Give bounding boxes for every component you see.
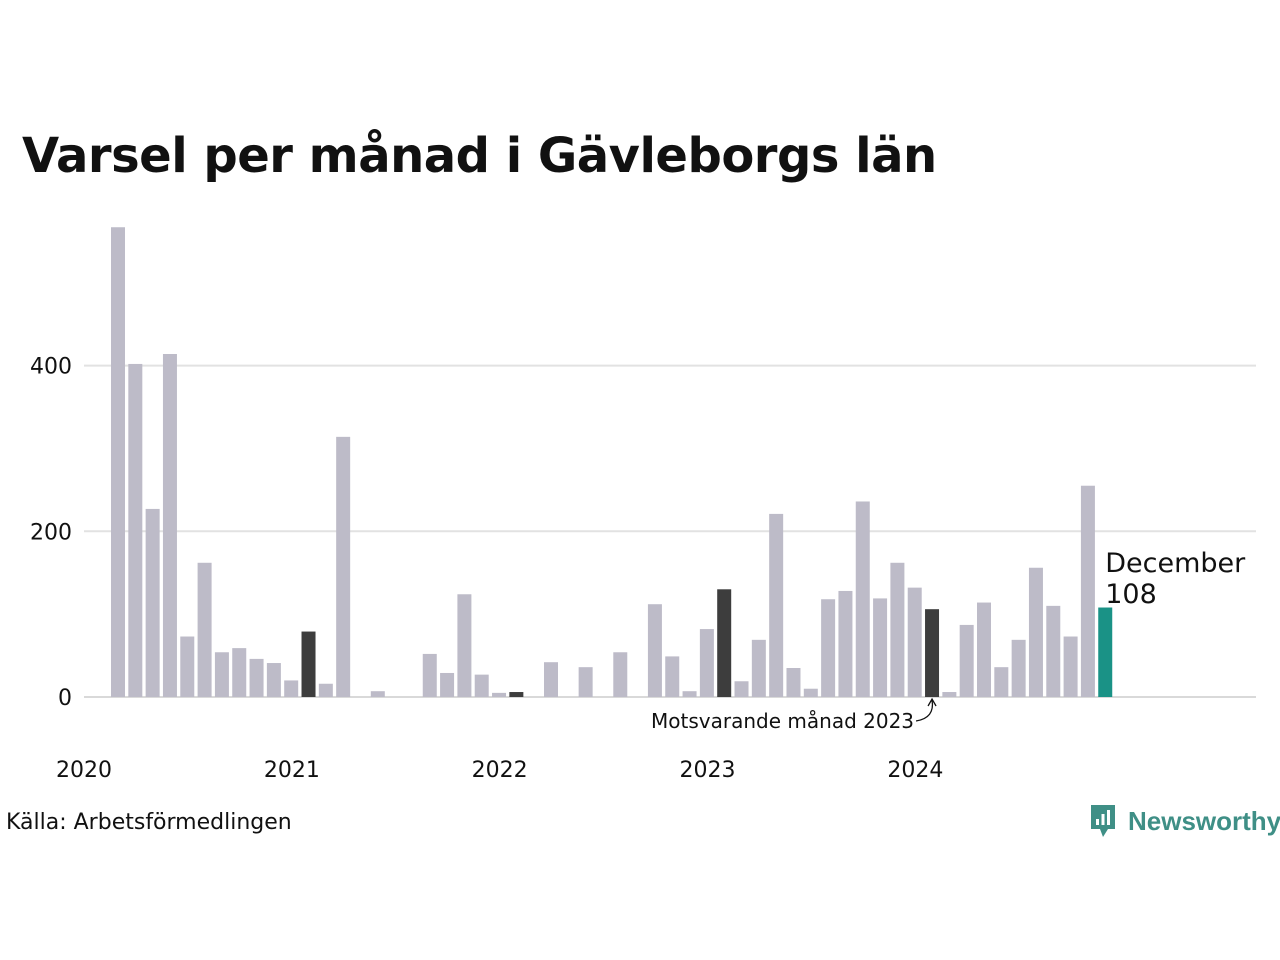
x-tick-label-2020: 2020 [56, 758, 112, 783]
bar-2022-09 [665, 656, 680, 697]
bar-2023-11 [907, 587, 922, 697]
bar-2023-02 [751, 639, 766, 697]
bar-2020-04 [162, 354, 177, 697]
bar-2020-05 [180, 636, 195, 697]
bar-2021-08 [440, 672, 455, 697]
bar-2023-12 [925, 609, 940, 697]
x-tick-label-2024: 2024 [887, 758, 943, 783]
source-label: Källa: Arbetsförmedlingen [6, 810, 292, 835]
bar-2022-12 [717, 589, 732, 697]
bar-2021-11 [492, 692, 507, 697]
bar-2024-06 [1028, 567, 1043, 697]
bar-2020-02 [128, 363, 143, 697]
bar-2023-01 [734, 681, 749, 697]
bar-2024-04 [994, 667, 1009, 697]
annotation-arrow [915, 699, 934, 722]
bar-2022-11 [699, 629, 714, 697]
annotation-arrowhead [927, 697, 937, 707]
bar-2024-08 [1063, 636, 1078, 697]
x-tick-label-2021: 2021 [264, 758, 320, 783]
bar-2020-01 [111, 227, 125, 698]
bar-2024-05 [1011, 639, 1026, 697]
bar-2021-01 [318, 683, 333, 697]
y-tick-label: 0 [58, 686, 72, 711]
bar-2024-09 [1080, 485, 1095, 697]
bar-chart-speech-bubble-icon [1091, 805, 1115, 837]
bar-2023-03 [769, 513, 784, 697]
callout-month-label: December [1105, 548, 1246, 579]
bar-2024-07 [1046, 605, 1061, 697]
bar-2020-09 [249, 658, 264, 697]
bar-2022-04 [578, 667, 593, 697]
x-tick-label-2022: 2022 [472, 758, 528, 783]
bar-2022-10 [682, 691, 697, 697]
x-tick-label-2023: 2023 [680, 758, 736, 783]
bar-2022-08 [647, 604, 662, 697]
bar-2023-05 [803, 688, 818, 697]
gridlines [84, 364, 1256, 698]
bar-2023-10 [890, 562, 905, 697]
bar-2022-02 [544, 662, 558, 697]
bar-2021-04 [370, 691, 385, 697]
x-axis-ticks: 2020 2021 2022 2023 2024 [56, 758, 943, 783]
callout-value-label: 108 [1105, 579, 1157, 610]
bar-2024-03 [977, 602, 991, 697]
bar-2023-06 [821, 599, 836, 697]
bar-2021-07 [422, 653, 437, 697]
bar-2020-10 [266, 663, 281, 697]
bar-2021-10 [474, 674, 489, 697]
bar-2021-12 [509, 692, 524, 697]
bar-2024-01 [942, 692, 957, 697]
bar-2024-02 [959, 624, 974, 697]
brand-name: Newsworthy [1128, 805, 1280, 836]
bar-2023-08 [855, 501, 870, 697]
bar-2020-06 [197, 562, 212, 697]
bar-2023-04 [786, 668, 801, 697]
bar-2020-03 [145, 508, 160, 697]
bar-2020-08 [232, 648, 247, 697]
y-tick-label: 200 [30, 520, 72, 545]
annotation: Motsvarande månad 2023 [651, 697, 937, 733]
y-axis-ticks: 0 200 400 [30, 355, 72, 711]
y-tick-label: 400 [30, 355, 72, 380]
bars [111, 227, 1113, 698]
bar-2024-10 [1098, 607, 1113, 697]
bar-2023-07 [838, 590, 853, 697]
annotation-label: Motsvarande månad 2023 [651, 709, 914, 733]
bar-2020-12 [301, 631, 316, 697]
bar-2021-02 [336, 436, 351, 697]
bar-2022-06 [613, 652, 628, 697]
bar-2021-09 [457, 594, 472, 697]
bar-2023-09 [873, 598, 888, 697]
bar-2020-07 [214, 652, 229, 697]
chart-title: Varsel per månad i Gävleborgs län [22, 128, 937, 184]
brand-logo: Newsworthy [1088, 802, 1280, 840]
bar-2020-11 [284, 680, 299, 697]
